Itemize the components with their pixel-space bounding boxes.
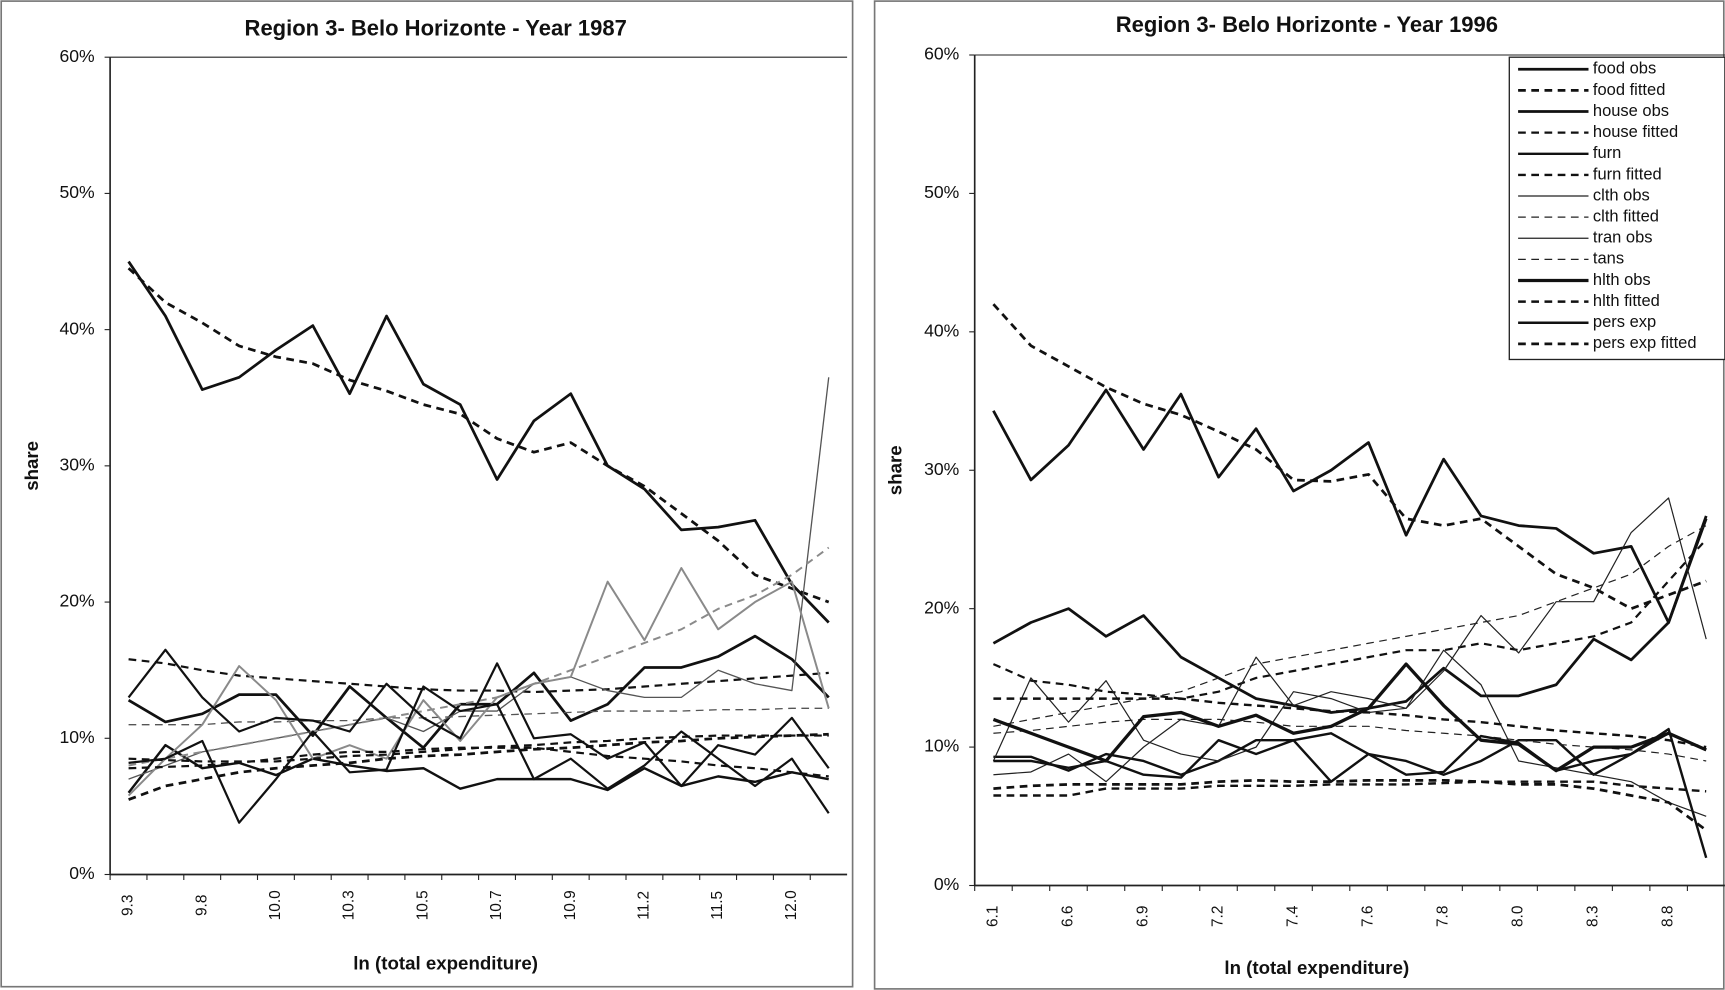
x-tick-label: 10.9 — [562, 890, 579, 920]
x-tick-label: 7.8 — [1435, 906, 1452, 927]
series-line — [128, 734, 829, 763]
series-line — [992, 303, 1707, 611]
x-tick-label: 11.2 — [635, 891, 652, 920]
x-tick-label: 11.5 — [709, 891, 726, 920]
y-tick-label: 60% — [59, 46, 95, 66]
x-axis-label: ln (total expenditure) — [353, 953, 538, 974]
legend-label: clth obs — [1593, 186, 1650, 204]
x-tick-label: 6.1 — [985, 906, 1002, 927]
panel-frame — [0, 0, 854, 988]
x-tick-label: 6.9 — [1135, 906, 1152, 927]
series-line — [992, 662, 1707, 773]
x-axis-label: ln (total expenditure) — [1224, 957, 1409, 978]
x-tick-label: 9.3 — [120, 895, 137, 916]
legend-label: hlth fitted — [1593, 292, 1660, 310]
x-tick-label: 8.3 — [1585, 906, 1602, 927]
series-line — [127, 567, 830, 797]
legend-label: furn fitted — [1593, 165, 1662, 183]
series-line — [128, 732, 829, 801]
series-line — [127, 634, 830, 750]
x-tick-label: 8.8 — [1660, 906, 1677, 927]
y-axis-label: share — [885, 445, 906, 495]
series-line — [992, 649, 1707, 817]
legend-label: hlth obs — [1593, 271, 1651, 289]
y-axis-label: share — [21, 441, 42, 491]
series-line — [127, 648, 830, 788]
series-line — [993, 497, 1707, 783]
legend-label: house fitted — [1593, 123, 1678, 141]
series-line — [128, 658, 829, 694]
series-line — [128, 707, 829, 726]
series-line — [993, 727, 1708, 859]
panel-frame — [873, 0, 1725, 990]
y-tick-label: 0% — [69, 863, 95, 883]
y-tick-label: 40% — [59, 318, 95, 338]
y-tick-label: 50% — [924, 182, 960, 202]
x-tick-label: 10.3 — [341, 890, 358, 920]
legend-label: food obs — [1593, 60, 1656, 78]
legend-label: tran obs — [1593, 229, 1653, 247]
legend-label: pers exp fitted — [1593, 334, 1697, 352]
legend-label: clth fitted — [1593, 207, 1659, 225]
series-line — [993, 780, 1707, 797]
x-tick-label: 8.0 — [1510, 906, 1527, 927]
x-tick-label: 10.0 — [267, 890, 284, 920]
y-tick-label: 50% — [59, 182, 95, 202]
legend-label: tans — [1593, 250, 1624, 268]
x-tick-label: 10.7 — [488, 890, 505, 920]
x-tick-label: 6.6 — [1060, 906, 1077, 927]
legend-label: house obs — [1593, 102, 1669, 120]
x-tick-label: 12.0 — [783, 890, 800, 920]
series-line — [993, 778, 1708, 832]
x-tick-label: 7.6 — [1360, 906, 1377, 927]
y-tick-label: 0% — [934, 874, 960, 894]
y-tick-label: 10% — [924, 736, 960, 756]
series-line — [993, 525, 1707, 727]
series-line — [992, 518, 1708, 714]
chart-title: Region 3- Belo Horizonte - Year 1987 — [245, 16, 627, 41]
series-line — [128, 377, 830, 780]
series-line — [993, 718, 1707, 762]
series-line — [992, 538, 1708, 700]
y-tick-label: 30% — [59, 455, 95, 475]
series-line — [128, 685, 830, 824]
y-tick-label: 20% — [59, 591, 95, 611]
series-line — [993, 697, 1707, 749]
x-tick-label: 10.5 — [414, 890, 431, 920]
x-tick-label: 7.4 — [1285, 905, 1302, 927]
series-line — [992, 388, 1708, 624]
legend-label: food fitted — [1593, 81, 1665, 99]
x-tick-label: 7.2 — [1210, 906, 1227, 927]
legend-label: pers exp — [1593, 313, 1656, 331]
series-line — [127, 260, 830, 624]
legend-box — [1508, 56, 1725, 361]
x-tick-label: 9.8 — [193, 895, 210, 916]
series-line — [127, 743, 829, 794]
series-line — [128, 746, 829, 778]
y-tick-label: 60% — [924, 44, 960, 64]
legend-label: furn — [1593, 144, 1621, 162]
y-tick-label: 30% — [924, 459, 960, 479]
y-tick-label: 20% — [924, 597, 960, 617]
y-tick-label: 40% — [924, 320, 960, 340]
series-line — [128, 546, 830, 767]
chart-title: Region 3- Belo Horizonte - Year 1996 — [1116, 12, 1498, 37]
series-line — [127, 267, 830, 604]
y-tick-label: 10% — [59, 727, 95, 747]
